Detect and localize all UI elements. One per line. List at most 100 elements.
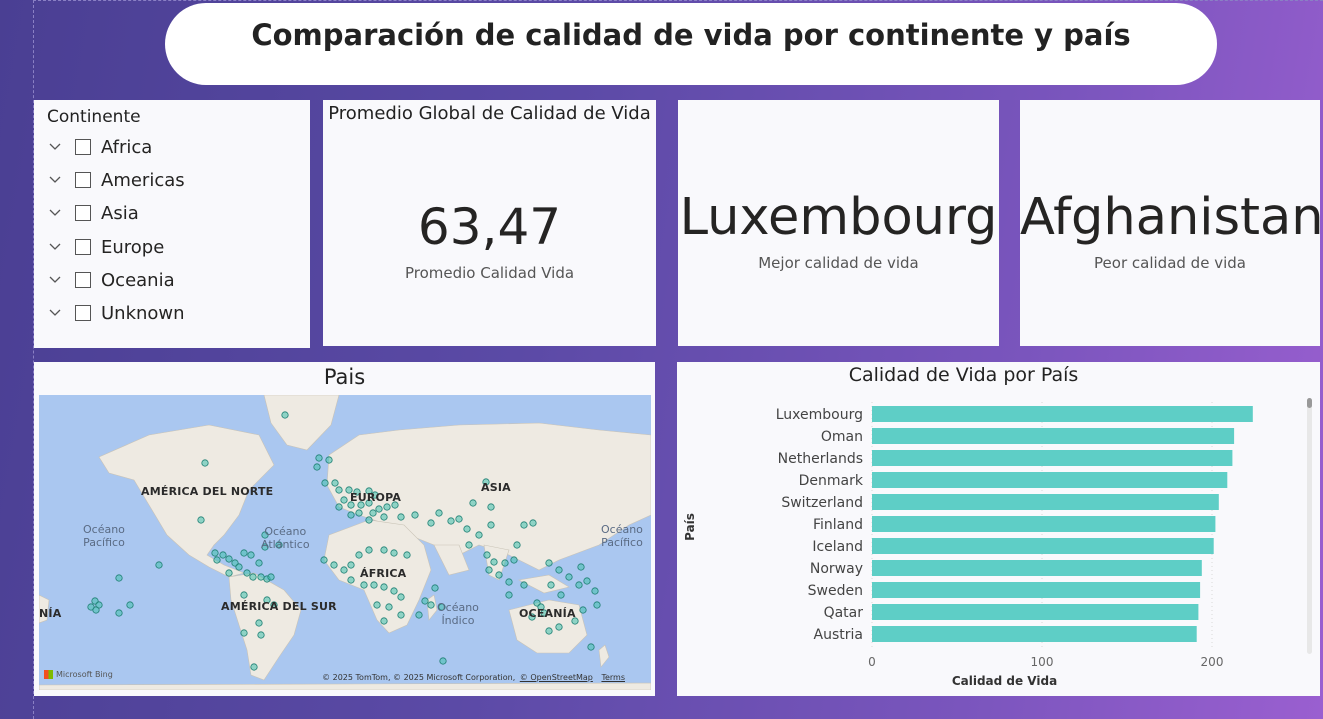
country-marker[interactable] (421, 597, 429, 605)
country-marker[interactable] (540, 609, 548, 617)
checkbox[interactable] (75, 205, 91, 221)
bar-denmark[interactable] (872, 472, 1228, 488)
country-marker[interactable] (126, 601, 134, 609)
country-marker[interactable] (427, 519, 435, 527)
bar-luxembourg[interactable] (872, 406, 1253, 422)
country-marker[interactable] (240, 629, 248, 637)
country-marker[interactable] (593, 601, 601, 609)
country-marker[interactable] (465, 541, 473, 549)
country-marker[interactable] (587, 643, 595, 651)
world-map[interactable]: AMÉRICA DEL NORTE AMÉRICA DEL SUR EUROPA… (39, 395, 651, 690)
country-marker[interactable] (335, 486, 343, 494)
country-marker[interactable] (360, 581, 368, 589)
bar-austria[interactable] (872, 626, 1197, 642)
country-marker[interactable] (335, 503, 343, 511)
checkbox[interactable] (75, 239, 91, 255)
country-marker[interactable] (427, 601, 435, 609)
country-marker[interactable] (510, 556, 518, 564)
country-marker[interactable] (528, 613, 536, 621)
country-marker[interactable] (250, 663, 258, 671)
country-marker[interactable] (257, 631, 265, 639)
country-marker[interactable] (373, 601, 381, 609)
country-marker[interactable] (438, 603, 446, 611)
country-marker[interactable] (397, 593, 405, 601)
country-marker[interactable] (365, 516, 373, 524)
country-marker[interactable] (385, 603, 393, 611)
country-marker[interactable] (345, 486, 353, 494)
country-marker[interactable] (261, 531, 269, 539)
country-marker[interactable] (321, 479, 329, 487)
chevron-down-icon[interactable] (47, 239, 63, 255)
country-marker[interactable] (579, 606, 587, 614)
country-marker[interactable] (115, 574, 123, 582)
country-marker[interactable] (219, 551, 227, 559)
chart-scrollbar[interactable] (1307, 398, 1312, 654)
bar-norway[interactable] (872, 560, 1202, 576)
country-marker[interactable] (547, 581, 555, 589)
checkbox[interactable] (75, 305, 91, 321)
country-marker[interactable] (261, 543, 269, 551)
slicer-item-asia[interactable]: Asia (47, 198, 139, 228)
country-marker[interactable] (255, 619, 263, 627)
country-marker[interactable] (439, 657, 447, 665)
country-marker[interactable] (487, 521, 495, 529)
country-marker[interactable] (243, 569, 251, 577)
country-marker[interactable] (520, 521, 528, 529)
bar-iceland[interactable] (872, 538, 1214, 554)
country-marker[interactable] (347, 501, 355, 509)
country-marker[interactable] (487, 503, 495, 511)
country-marker[interactable] (545, 559, 553, 567)
country-marker[interactable] (347, 511, 355, 519)
country-marker[interactable] (529, 519, 537, 527)
country-marker[interactable] (583, 577, 591, 585)
chevron-down-icon[interactable] (47, 139, 63, 155)
country-marker[interactable] (375, 505, 383, 513)
country-marker[interactable] (397, 611, 405, 619)
chevron-down-icon[interactable] (47, 272, 63, 288)
chevron-down-icon[interactable] (47, 205, 63, 221)
slicer-item-europe[interactable]: Europe (47, 232, 164, 262)
country-marker[interactable] (270, 601, 278, 609)
slicer-item-africa[interactable]: Africa (47, 132, 152, 162)
country-marker[interactable] (355, 509, 363, 517)
country-marker[interactable] (411, 511, 419, 519)
country-marker[interactable] (537, 603, 545, 611)
country-marker[interactable] (197, 516, 205, 524)
country-marker[interactable] (431, 584, 439, 592)
country-marker[interactable] (380, 513, 388, 521)
country-marker[interactable] (353, 488, 361, 496)
checkbox[interactable] (75, 272, 91, 288)
country-marker[interactable] (435, 509, 443, 517)
checkbox[interactable] (75, 139, 91, 155)
country-marker[interactable] (365, 499, 373, 507)
country-marker[interactable] (235, 563, 243, 571)
bar-switzerland[interactable] (872, 494, 1219, 510)
country-marker[interactable] (501, 559, 509, 567)
country-marker[interactable] (371, 491, 379, 499)
scrollbar-thumb[interactable] (1307, 398, 1312, 408)
country-marker[interactable] (263, 596, 271, 604)
country-marker[interactable] (355, 551, 363, 559)
bar-oman[interactable] (872, 428, 1235, 444)
country-marker[interactable] (315, 454, 323, 462)
country-marker[interactable] (591, 587, 599, 595)
country-marker[interactable] (365, 546, 373, 554)
country-marker[interactable] (365, 487, 373, 495)
country-marker[interactable] (469, 499, 477, 507)
country-marker[interactable] (225, 555, 233, 563)
bar-netherlands[interactable] (872, 450, 1233, 466)
country-marker[interactable] (340, 496, 348, 504)
country-marker[interactable] (397, 513, 405, 521)
chevron-down-icon[interactable] (47, 305, 63, 321)
country-marker[interactable] (380, 583, 388, 591)
country-marker[interactable] (320, 556, 328, 564)
country-marker[interactable] (390, 549, 398, 557)
country-marker[interactable] (513, 541, 521, 549)
country-marker[interactable] (505, 578, 513, 586)
country-marker[interactable] (577, 563, 585, 571)
country-marker[interactable] (213, 556, 221, 564)
country-marker[interactable] (380, 546, 388, 554)
terms-link[interactable]: Terms (601, 673, 625, 682)
country-marker[interactable] (505, 591, 513, 599)
country-marker[interactable] (555, 623, 563, 631)
